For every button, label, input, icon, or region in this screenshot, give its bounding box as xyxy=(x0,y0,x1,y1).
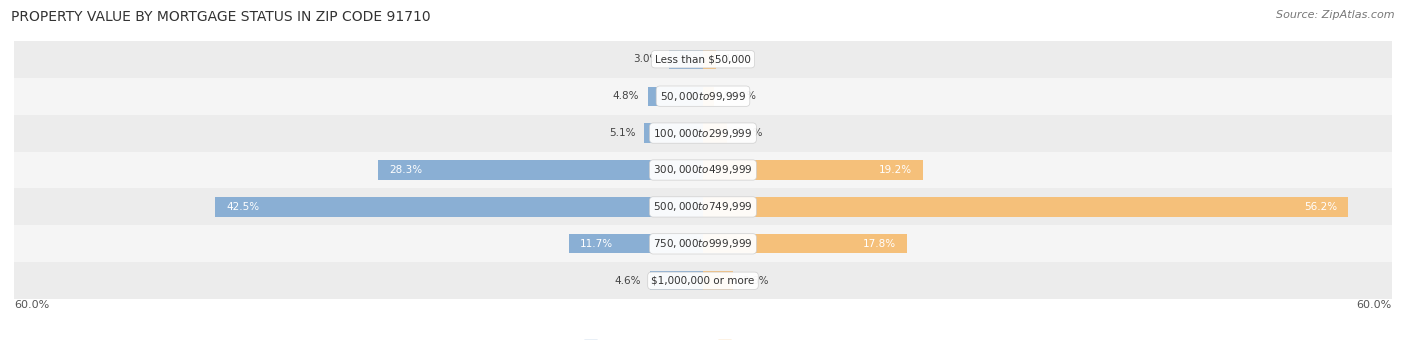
Text: Less than $50,000: Less than $50,000 xyxy=(655,54,751,64)
Text: $500,000 to $749,999: $500,000 to $749,999 xyxy=(654,200,752,214)
Text: 60.0%: 60.0% xyxy=(1357,300,1392,310)
Bar xyxy=(703,123,727,143)
Text: 2.6%: 2.6% xyxy=(742,276,769,286)
Text: $750,000 to $999,999: $750,000 to $999,999 xyxy=(654,237,752,250)
Text: 42.5%: 42.5% xyxy=(226,202,260,212)
Bar xyxy=(644,123,703,143)
Text: $50,000 to $99,999: $50,000 to $99,999 xyxy=(659,90,747,103)
Text: 17.8%: 17.8% xyxy=(863,239,896,249)
Text: 2.1%: 2.1% xyxy=(737,128,763,138)
Bar xyxy=(14,152,1392,188)
Text: 11.7%: 11.7% xyxy=(581,239,613,249)
Text: PROPERTY VALUE BY MORTGAGE STATUS IN ZIP CODE 91710: PROPERTY VALUE BY MORTGAGE STATUS IN ZIP… xyxy=(11,10,430,24)
Bar xyxy=(215,197,703,217)
Bar xyxy=(648,87,703,106)
Bar xyxy=(703,234,907,253)
Text: 60.0%: 60.0% xyxy=(14,300,49,310)
Text: 19.2%: 19.2% xyxy=(879,165,912,175)
Text: 4.6%: 4.6% xyxy=(614,276,641,286)
Bar xyxy=(703,87,714,106)
Text: 0.98%: 0.98% xyxy=(724,91,756,101)
Text: $300,000 to $499,999: $300,000 to $499,999 xyxy=(654,164,752,176)
Bar xyxy=(14,78,1392,115)
Bar xyxy=(669,50,703,69)
Text: 3.0%: 3.0% xyxy=(633,54,659,64)
Text: 28.3%: 28.3% xyxy=(389,165,423,175)
Text: 5.1%: 5.1% xyxy=(609,128,636,138)
Text: 4.8%: 4.8% xyxy=(612,91,638,101)
Bar xyxy=(703,160,924,180)
Bar xyxy=(650,271,703,290)
Bar xyxy=(14,225,1392,262)
Text: Source: ZipAtlas.com: Source: ZipAtlas.com xyxy=(1277,10,1395,20)
Bar xyxy=(14,262,1392,299)
Text: 1.1%: 1.1% xyxy=(725,54,751,64)
Bar xyxy=(378,160,703,180)
Bar xyxy=(14,41,1392,78)
Text: $1,000,000 or more: $1,000,000 or more xyxy=(651,276,755,286)
Bar xyxy=(14,188,1392,225)
Bar xyxy=(568,234,703,253)
Bar xyxy=(703,197,1348,217)
Text: 56.2%: 56.2% xyxy=(1303,202,1337,212)
Bar xyxy=(703,271,733,290)
Text: $100,000 to $299,999: $100,000 to $299,999 xyxy=(654,126,752,140)
Bar xyxy=(14,115,1392,152)
Bar xyxy=(703,50,716,69)
